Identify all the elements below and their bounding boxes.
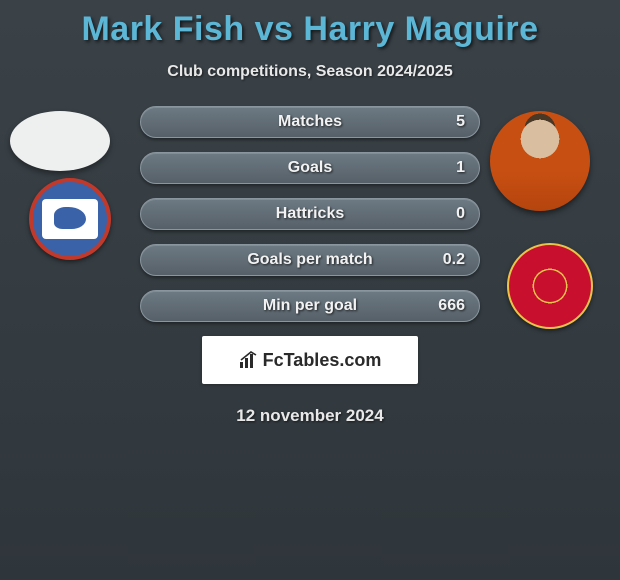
player-left-avatar xyxy=(10,111,110,171)
player-left-club-badge xyxy=(20,176,120,261)
stat-value-right: 0.2 xyxy=(443,251,465,269)
stat-value-right: 666 xyxy=(438,297,465,315)
date-text: 12 november 2024 xyxy=(236,406,383,426)
stat-label: Min per goal xyxy=(263,297,357,315)
player-right-club-badge xyxy=(500,236,600,336)
player-right-avatar xyxy=(490,111,590,211)
stat-label: Goals per match xyxy=(247,251,372,269)
stat-rows: Matches 5 Goals 1 Hattricks 0 Goals per … xyxy=(140,106,480,336)
stat-label: Matches xyxy=(278,113,342,131)
stat-row: Min per goal 666 xyxy=(140,290,480,322)
stat-row: Goals 1 xyxy=(140,152,480,184)
stat-value-right: 1 xyxy=(456,159,465,177)
branding-box: FcTables.com xyxy=(202,336,418,384)
stat-label: Hattricks xyxy=(276,205,344,223)
ipswich-badge-icon xyxy=(29,178,111,260)
subtitle: Club competitions, Season 2024/2025 xyxy=(0,63,620,81)
stat-row: Goals per match 0.2 xyxy=(140,244,480,276)
branding-text: FcTables.com xyxy=(263,350,382,371)
chart-icon xyxy=(239,351,259,369)
stat-row: Matches 5 xyxy=(140,106,480,138)
page-title: Mark Fish vs Harry Maguire xyxy=(0,0,620,49)
stat-value-right: 5 xyxy=(456,113,465,131)
stat-value-right: 0 xyxy=(456,205,465,223)
stat-label: Goals xyxy=(288,159,332,177)
manutd-badge-icon xyxy=(507,243,593,329)
stat-row: Hattricks 0 xyxy=(140,198,480,230)
